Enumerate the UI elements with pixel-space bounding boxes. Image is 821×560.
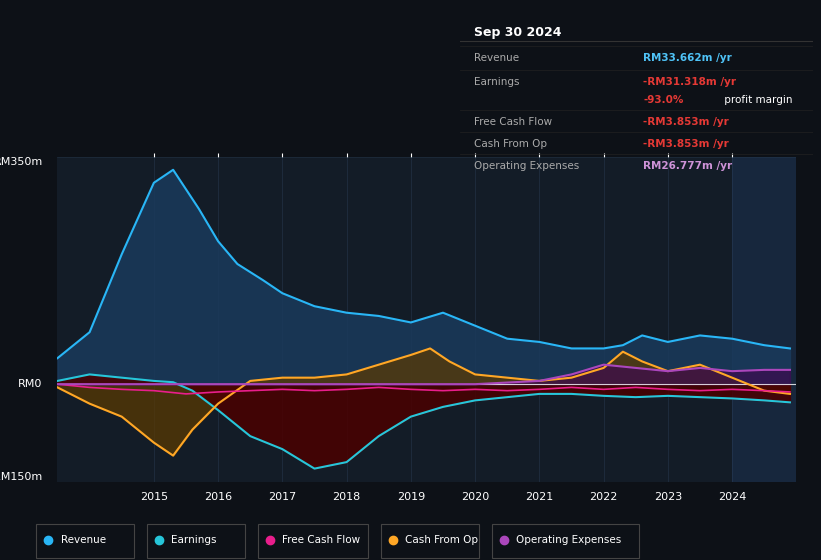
Text: 2024: 2024 — [718, 492, 746, 502]
Text: RM33.662m /yr: RM33.662m /yr — [644, 53, 732, 63]
Text: RM0: RM0 — [18, 379, 43, 389]
Text: 2023: 2023 — [654, 492, 682, 502]
FancyBboxPatch shape — [36, 524, 135, 558]
Text: Earnings: Earnings — [474, 77, 520, 87]
Text: RM26.777m /yr: RM26.777m /yr — [644, 161, 732, 171]
Text: -RM3.853m /yr: -RM3.853m /yr — [644, 139, 729, 149]
FancyBboxPatch shape — [258, 524, 369, 558]
Text: Sep 30 2024: Sep 30 2024 — [474, 26, 562, 39]
Text: profit margin: profit margin — [721, 95, 792, 105]
Text: 2016: 2016 — [204, 492, 232, 502]
Text: 2021: 2021 — [525, 492, 553, 502]
Text: Earnings: Earnings — [172, 535, 217, 545]
Text: Free Cash Flow: Free Cash Flow — [474, 117, 552, 127]
Text: -93.0%: -93.0% — [644, 95, 684, 105]
Text: -RM150m: -RM150m — [0, 472, 43, 482]
Text: Operating Expenses: Operating Expenses — [474, 161, 579, 171]
Text: 2022: 2022 — [589, 492, 617, 502]
Text: RM350m: RM350m — [0, 157, 43, 167]
Text: Cash From Op: Cash From Op — [474, 139, 547, 149]
Text: Revenue: Revenue — [474, 53, 519, 63]
Text: Operating Expenses: Operating Expenses — [516, 535, 621, 545]
Text: -RM31.318m /yr: -RM31.318m /yr — [644, 77, 736, 87]
FancyBboxPatch shape — [381, 524, 479, 558]
FancyBboxPatch shape — [147, 524, 245, 558]
Text: 2017: 2017 — [268, 492, 296, 502]
Text: -RM3.853m /yr: -RM3.853m /yr — [644, 117, 729, 127]
Text: Free Cash Flow: Free Cash Flow — [282, 535, 360, 545]
Text: Cash From Op: Cash From Op — [406, 535, 479, 545]
Bar — [732, 157, 796, 482]
Text: Revenue: Revenue — [61, 535, 106, 545]
FancyBboxPatch shape — [492, 524, 640, 558]
Text: 2018: 2018 — [333, 492, 360, 502]
Text: 2020: 2020 — [461, 492, 489, 502]
Text: 2019: 2019 — [397, 492, 425, 502]
Text: 2015: 2015 — [140, 492, 168, 502]
